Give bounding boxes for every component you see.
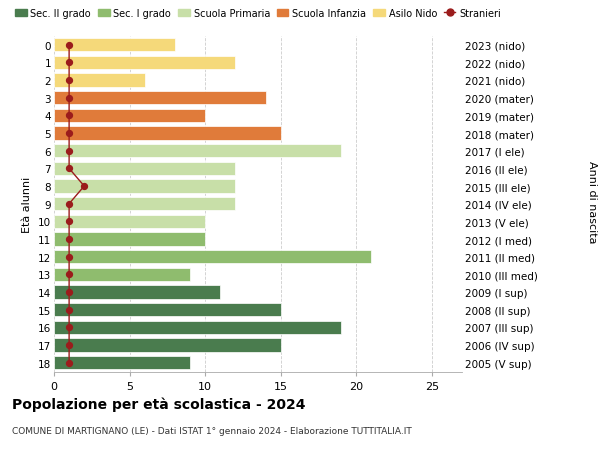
Bar [54,268,190,281]
Bar [54,215,205,229]
Y-axis label: Età alunni: Età alunni [22,176,32,232]
Point [64,112,74,120]
Point [64,307,74,314]
Point [64,77,74,84]
Bar [54,56,235,70]
Bar [54,286,220,299]
Point [64,253,74,261]
Bar [54,321,341,334]
Point [64,42,74,49]
Bar [54,162,235,176]
Point [64,148,74,155]
Point [64,289,74,296]
Text: Anni di nascita: Anni di nascita [587,161,597,243]
Text: COMUNE DI MARTIGNANO (LE) - Dati ISTAT 1° gennaio 2024 - Elaborazione TUTTITALIA: COMUNE DI MARTIGNANO (LE) - Dati ISTAT 1… [12,426,412,435]
Point [64,95,74,102]
Point [64,218,74,225]
Point [64,130,74,137]
Point [64,324,74,331]
Legend: Sec. II grado, Sec. I grado, Scuola Primaria, Scuola Infanzia, Asilo Nido, Stran: Sec. II grado, Sec. I grado, Scuola Prim… [11,5,505,22]
Bar [54,198,235,211]
Bar [54,356,190,369]
Point [64,165,74,173]
Bar [54,233,205,246]
Point [79,183,89,190]
Point [64,60,74,67]
Bar [54,39,175,52]
Bar [54,251,371,264]
Text: Popolazione per età scolastica - 2024: Popolazione per età scolastica - 2024 [12,397,305,412]
Bar [54,92,266,105]
Bar [54,74,145,87]
Bar [54,339,281,352]
Point [64,359,74,367]
Point [64,236,74,243]
Bar [54,145,341,158]
Point [64,341,74,349]
Bar [54,127,281,140]
Bar [54,303,281,317]
Bar [54,109,205,123]
Bar [54,180,235,193]
Point [64,271,74,279]
Point [64,201,74,208]
